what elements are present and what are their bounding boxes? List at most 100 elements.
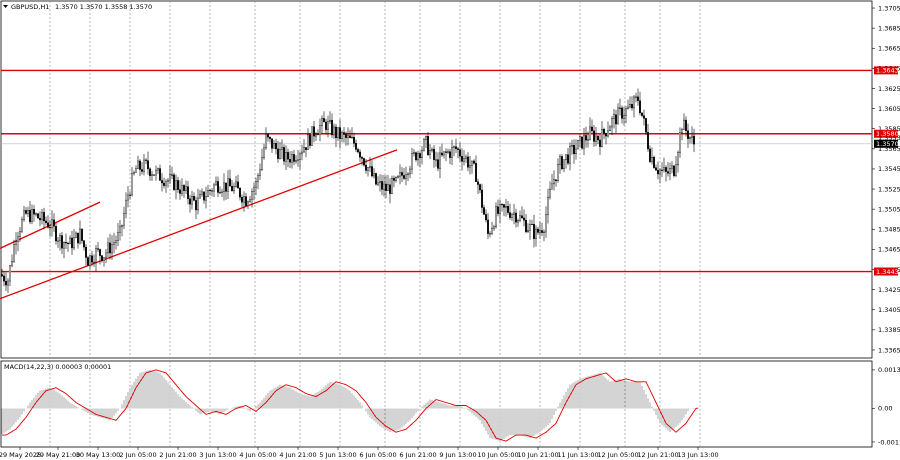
candle-body — [391, 178, 393, 194]
candle-body — [123, 213, 125, 226]
candle-body — [95, 248, 97, 263]
candle-body — [405, 174, 407, 179]
macd-tick-label: -0.00113 — [878, 438, 900, 446]
candle-body — [483, 207, 485, 215]
candle-body — [595, 135, 597, 142]
candle-body — [193, 196, 195, 201]
candle-body — [325, 121, 327, 130]
candle-body — [77, 232, 79, 244]
level-tag — [874, 267, 898, 276]
candle-body — [115, 240, 117, 243]
candle-body — [515, 212, 517, 223]
candle-body — [153, 174, 155, 176]
candle-body — [565, 154, 567, 160]
candle-body — [197, 197, 199, 211]
price-pane[interactable] — [0, 0, 873, 359]
candle-body — [11, 260, 13, 266]
candle-body — [203, 191, 205, 201]
candle-body — [561, 156, 563, 170]
candle-body — [569, 145, 571, 164]
candle-body — [3, 275, 5, 282]
candle-body — [411, 153, 413, 170]
level-tag-label: 1.3443 — [876, 268, 899, 276]
candle-body — [293, 154, 295, 162]
candle-body — [549, 188, 551, 198]
candle-body — [401, 172, 403, 176]
candle-body — [19, 231, 21, 237]
candle-body — [241, 196, 243, 203]
candle-body — [493, 226, 495, 229]
candle-body — [679, 132, 681, 153]
candle-body — [587, 139, 589, 141]
candle-body — [635, 96, 637, 98]
candle-body — [75, 232, 77, 238]
horizontal-levels — [1, 69, 872, 273]
candle-body — [357, 149, 359, 153]
price-tick-label: 1.3365 — [878, 346, 900, 354]
candle-body — [43, 212, 45, 222]
candle-body — [111, 244, 113, 254]
price-tick-label: 1.3665 — [878, 45, 900, 53]
time-tick-label: 12 Jun 05:00 — [597, 451, 638, 459]
candle-body — [671, 165, 673, 169]
candle-body — [69, 237, 71, 245]
candle-body — [473, 160, 475, 164]
candle-body — [559, 156, 561, 165]
candle-body — [603, 129, 605, 134]
candle-body — [67, 242, 69, 245]
candle-body — [649, 148, 651, 162]
candle-body — [517, 220, 519, 223]
candle-body — [475, 163, 477, 182]
candle-body — [477, 181, 479, 185]
candle-body — [599, 139, 601, 147]
candle-body — [37, 213, 39, 219]
candle-body — [415, 152, 417, 161]
candle-body — [23, 210, 25, 220]
candle-body — [59, 235, 61, 242]
price-tick-label: 1.3405 — [878, 306, 900, 314]
candle-body — [195, 200, 197, 211]
candle-body — [175, 180, 177, 190]
candle-body — [93, 261, 95, 263]
candle-body — [191, 196, 193, 205]
candle-body — [553, 179, 555, 185]
candle-body — [397, 175, 399, 178]
candle-body — [461, 155, 463, 162]
candle-body — [375, 173, 377, 185]
candle-body — [629, 104, 631, 108]
candle-body — [35, 213, 37, 215]
candle-body — [655, 167, 657, 171]
candle-body — [229, 178, 231, 187]
candle-body — [593, 130, 595, 142]
time-tick-label: 4 Jun 05:00 — [239, 451, 276, 459]
candle-body — [103, 257, 105, 261]
chart-menu-arrow-icon[interactable] — [3, 5, 8, 8]
candle-body — [533, 223, 535, 239]
candle-body — [13, 244, 15, 262]
candle-body — [577, 139, 579, 150]
candle-body — [485, 214, 487, 221]
candle-body — [413, 152, 415, 154]
price-tick-label: 1.3485 — [878, 226, 900, 234]
candle-body — [627, 106, 629, 109]
candle-body — [327, 121, 329, 130]
candle-body — [141, 169, 143, 172]
time-tick-label: 9 Jun 13:00 — [439, 451, 476, 459]
price-axis: 1.37051.36851.36651.36451.36251.36051.35… — [872, 4, 900, 354]
candle-body — [511, 214, 513, 218]
candle-body — [265, 134, 267, 149]
candle-body — [351, 136, 353, 138]
candle-body — [159, 168, 161, 181]
price-tick-label: 1.3545 — [878, 165, 900, 173]
candle-body — [155, 169, 157, 176]
candle-body — [57, 240, 59, 242]
candle-body — [301, 151, 303, 155]
candle-body — [567, 154, 569, 164]
candle-body — [55, 226, 57, 242]
price-tick-label: 1.3685 — [878, 24, 900, 32]
candle-body — [623, 115, 625, 119]
time-tick-label: 6 Jun 05:00 — [359, 451, 396, 459]
candle-body — [583, 135, 585, 149]
candle-body — [693, 135, 695, 145]
